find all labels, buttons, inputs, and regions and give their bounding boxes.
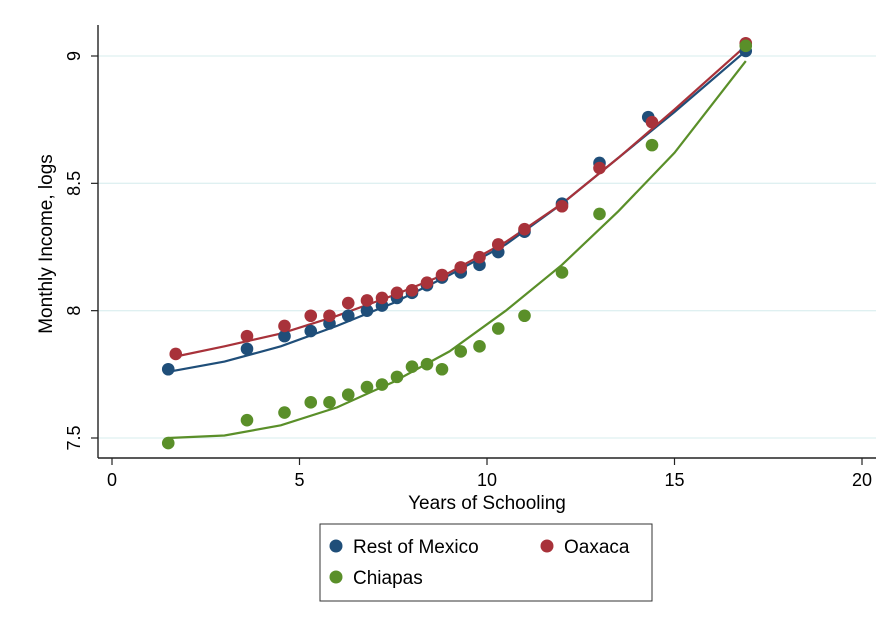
point-chiapas-16 bbox=[555, 266, 569, 279]
point-oaxaca-14 bbox=[491, 238, 505, 251]
point-rest-of-mexico-2 bbox=[278, 329, 291, 343]
point-oaxaca-1 bbox=[240, 329, 254, 343]
point-chiapas-4 bbox=[323, 396, 336, 409]
y-axis-label: Monthly Income, logs bbox=[36, 154, 57, 334]
point-rest-of-mexico-3 bbox=[304, 324, 318, 338]
fit-lines bbox=[168, 44, 747, 440]
x-tick-label-3: 15 bbox=[664, 470, 684, 490]
legend-box bbox=[319, 523, 653, 602]
point-chiapas-18 bbox=[645, 138, 659, 152]
point-oaxaca-9 bbox=[405, 283, 419, 297]
point-chiapas-8 bbox=[390, 370, 404, 384]
point-oaxaca-13 bbox=[473, 250, 486, 264]
legend-marker-rest-of-mexico bbox=[329, 539, 343, 553]
point-oaxaca-17 bbox=[593, 161, 606, 175]
point-oaxaca-7 bbox=[375, 291, 389, 305]
point-chiapas-13 bbox=[473, 340, 486, 353]
point-oaxaca-5 bbox=[341, 296, 355, 310]
fit-line-oaxaca bbox=[175, 44, 747, 358]
point-chiapas-10 bbox=[420, 357, 434, 371]
y-tick-label-3: 9 bbox=[64, 51, 84, 61]
point-oaxaca-0 bbox=[169, 347, 183, 361]
point-chiapas-12 bbox=[454, 345, 468, 358]
x-tick-label-2: 10 bbox=[477, 470, 497, 490]
fit-line-chiapas bbox=[168, 60, 747, 440]
point-rest-of-mexico-5 bbox=[341, 309, 355, 323]
point-chiapas-5 bbox=[341, 388, 355, 402]
point-oaxaca-11 bbox=[435, 268, 449, 282]
y-tick-label-1: 8 bbox=[64, 306, 84, 316]
point-chiapas-0 bbox=[161, 436, 175, 450]
point-chiapas-6 bbox=[360, 380, 374, 394]
point-oaxaca-10 bbox=[420, 276, 434, 289]
y-tick-label-2: 8.5 bbox=[64, 171, 84, 196]
point-chiapas-9 bbox=[405, 360, 419, 373]
x-tick-label-4: 20 bbox=[852, 470, 872, 490]
point-oaxaca-18 bbox=[645, 115, 659, 129]
point-rest-of-mexico-0 bbox=[161, 362, 175, 376]
x-axis-ticks: 0 5 10 15 20 bbox=[107, 458, 872, 490]
legend-label-oaxaca: Oaxaca bbox=[564, 537, 630, 558]
legend-label-rest-of-mexico: Rest of Mexico bbox=[353, 537, 479, 558]
point-rest-of-mexico-1 bbox=[240, 342, 254, 356]
point-oaxaca-3 bbox=[304, 309, 318, 323]
x-axis-label: Years of Schooling bbox=[408, 493, 566, 514]
point-oaxaca-2 bbox=[278, 319, 291, 333]
point-oaxaca-4 bbox=[323, 309, 336, 323]
point-chiapas-2 bbox=[278, 406, 291, 419]
point-chiapas-14 bbox=[491, 322, 505, 335]
x-tick-label-0: 0 bbox=[107, 470, 117, 490]
legend: Rest of Mexico Oaxaca Chiapas bbox=[319, 523, 653, 602]
data-points bbox=[161, 36, 753, 450]
y-axis-ticks: 7.5 8 8.5 9 bbox=[64, 51, 98, 451]
horizontal-grid-lines bbox=[98, 55, 876, 439]
point-chiapas-19 bbox=[739, 39, 753, 53]
point-chiapas-3 bbox=[304, 396, 318, 409]
point-oaxaca-12 bbox=[454, 261, 468, 274]
y-tick-label-0: 7.5 bbox=[64, 425, 84, 450]
point-oaxaca-8 bbox=[390, 286, 404, 300]
point-chiapas-11 bbox=[435, 362, 449, 376]
legend-label-chiapas: Chiapas bbox=[353, 568, 423, 589]
legend-marker-oaxaca bbox=[540, 539, 554, 553]
point-chiapas-7 bbox=[375, 378, 389, 391]
x-tick-label-1: 5 bbox=[294, 470, 304, 490]
point-chiapas-1 bbox=[240, 413, 254, 427]
legend-marker-chiapas bbox=[329, 570, 343, 584]
point-chiapas-15 bbox=[518, 309, 531, 323]
point-chiapas-17 bbox=[593, 207, 606, 221]
point-rest-of-mexico-6 bbox=[360, 304, 374, 317]
point-oaxaca-6 bbox=[360, 294, 374, 307]
point-oaxaca-15 bbox=[518, 222, 531, 236]
point-oaxaca-16 bbox=[555, 199, 569, 213]
